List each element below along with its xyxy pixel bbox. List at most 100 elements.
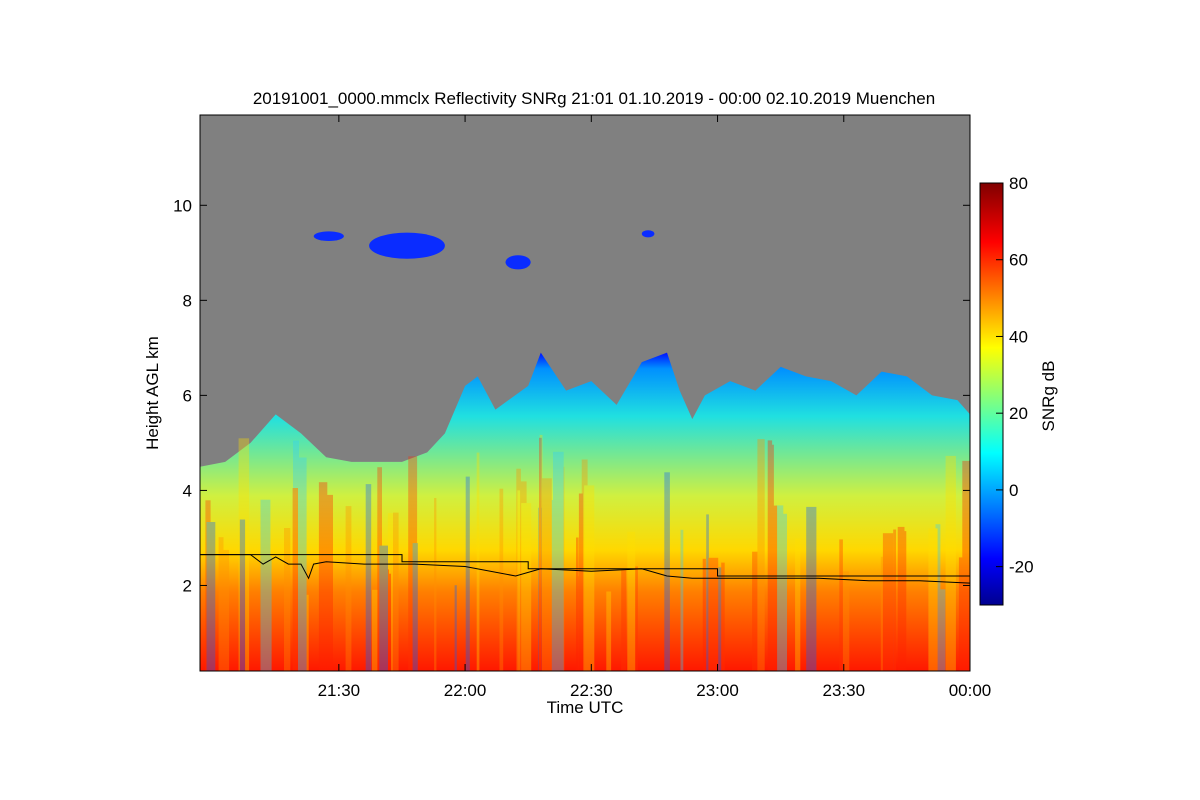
reflectivity-streak: [577, 576, 585, 671]
reflectivity-streak: [551, 500, 562, 671]
reflectivity-streak: [606, 591, 612, 671]
reflectivity-streak: [345, 506, 352, 671]
reflectivity-streak: [898, 531, 907, 671]
reflectivity-streak: [680, 529, 684, 671]
reflectivity-streak: [239, 519, 246, 671]
x-tick-label: 23:00: [696, 681, 739, 700]
x-tick-label: 22:00: [444, 681, 487, 700]
plot-frame: [199, 114, 971, 672]
reflectivity-streak: [627, 531, 636, 671]
colorbar-label: SNRg dB: [1039, 361, 1058, 432]
reflectivity-streak: [454, 585, 457, 671]
reflectivity-streak: [371, 589, 378, 671]
colorbar-tick-label: 0: [1009, 481, 1018, 500]
y-tick-label: 6: [183, 386, 192, 405]
reflectivity-streak: [795, 538, 801, 671]
y-tick-label: 8: [183, 291, 192, 310]
reflectivity-streak: [412, 543, 418, 671]
reflectivity-streak: [265, 516, 269, 671]
upper-cloud-layer: [313, 230, 655, 270]
reflectivity-streak: [293, 440, 299, 671]
reflectivity-streak: [538, 507, 544, 671]
reflectivity-streak: [935, 524, 941, 671]
reflectivity-streak: [218, 537, 224, 671]
upper-cloud-patch: [641, 230, 655, 238]
reflectivity-streak: [379, 545, 388, 671]
reflectivity-streak: [553, 451, 564, 671]
reflectivity-streak: [839, 539, 843, 671]
reflectivity-streak: [839, 571, 850, 671]
x-tick-label: 23:30: [822, 681, 865, 700]
chart-title: 20191001_0000.mmclx Reflectivity SNRg 21…: [253, 89, 935, 108]
reflectivity-streak: [266, 573, 271, 671]
reflectivity-streak: [576, 537, 579, 671]
reflectivity-streak: [880, 556, 887, 671]
reflectivity-streak: [775, 505, 784, 671]
reflectivity-streak: [621, 570, 627, 671]
reflectivity-streak: [547, 552, 554, 671]
y-axis-label: Height AGL km: [143, 336, 162, 450]
x-tick-label: 00:00: [949, 681, 992, 700]
reflectivity-streak: [263, 564, 267, 671]
reflectivity-streak: [539, 434, 543, 671]
reflectivity-streak: [938, 589, 946, 671]
reflectivity-streak: [706, 514, 709, 671]
reflectivity-streak: [517, 490, 526, 671]
reflectivity-streak: [752, 551, 760, 671]
reflectivity-streak: [882, 533, 894, 671]
colorbar-gradient: [979, 182, 1004, 606]
reflectivity-streak: [516, 468, 521, 671]
reflectivity-streak: [581, 459, 588, 671]
reflectivity-streak: [584, 485, 595, 671]
plot-area: [200, 115, 970, 671]
reflectivity-streak: [206, 522, 216, 671]
reflectivity-streak: [382, 573, 391, 671]
colorbar-tick-label: 80: [1009, 174, 1028, 193]
reflectivity-streak: [958, 557, 965, 671]
colorbar-tick-label: 40: [1009, 327, 1028, 346]
reflectivity-streak: [778, 513, 787, 671]
upper-cloud-patch: [313, 231, 344, 241]
cloud-reflectivity-area: [200, 352, 970, 671]
reflectivity-streak: [305, 594, 309, 671]
reflectivity-streak: [708, 557, 719, 671]
reflectivity-streak: [580, 549, 583, 671]
reflectivity-streak: [499, 488, 504, 671]
reflectivity-streak: [222, 549, 230, 671]
reflectivity-streak: [298, 457, 307, 671]
x-tick-label: 21:30: [318, 681, 361, 700]
reflectivity-streak: [387, 513, 394, 671]
x-axis-label: Time UTC: [547, 698, 624, 717]
colorbar: 80 60 40 20 0 -20 SNRg dB: [979, 174, 1058, 606]
y-tick-label: 10: [173, 196, 192, 215]
reflectivity-streak: [284, 528, 291, 671]
reflectivity-streak: [521, 503, 532, 671]
reflectivity-streak: [771, 505, 778, 671]
colorbar-tick-label: 20: [1009, 404, 1028, 423]
colorbar-tick-label: -20: [1009, 558, 1034, 577]
reflectivity-streak: [377, 467, 382, 671]
colorbar-ticks: 80 60 40 20 0 -20: [996, 174, 1034, 577]
reflectivity-streak: [318, 482, 328, 671]
reflectivity-streak: [261, 556, 272, 671]
series-line-1: [200, 554, 970, 584]
y-axis: 2 4 6 8 10: [173, 196, 970, 595]
reflectivity-streak: [839, 588, 843, 671]
reflectivity-streak: [721, 562, 725, 671]
reflectivity-streak: [260, 499, 271, 671]
reflectivity-streak: [928, 528, 938, 671]
series-lines: [200, 554, 970, 584]
reflectivity-streak: [381, 569, 389, 671]
upper-cloud-patch: [505, 255, 531, 270]
upper-cloud-patch: [369, 232, 445, 259]
reflectivity-streak: [541, 478, 552, 671]
reflectivity-streak: [897, 526, 905, 671]
reflectivity-streak: [520, 481, 527, 671]
reflectivity-streak: [962, 460, 970, 671]
reflectivity-streak: [393, 512, 399, 671]
reflectivity-streak: [768, 444, 774, 671]
reflectivity-streak: [292, 488, 303, 671]
reflectivity-streak: [465, 476, 470, 671]
reflectivity-streak: [539, 437, 542, 671]
reflectivity-streak: [702, 558, 706, 671]
